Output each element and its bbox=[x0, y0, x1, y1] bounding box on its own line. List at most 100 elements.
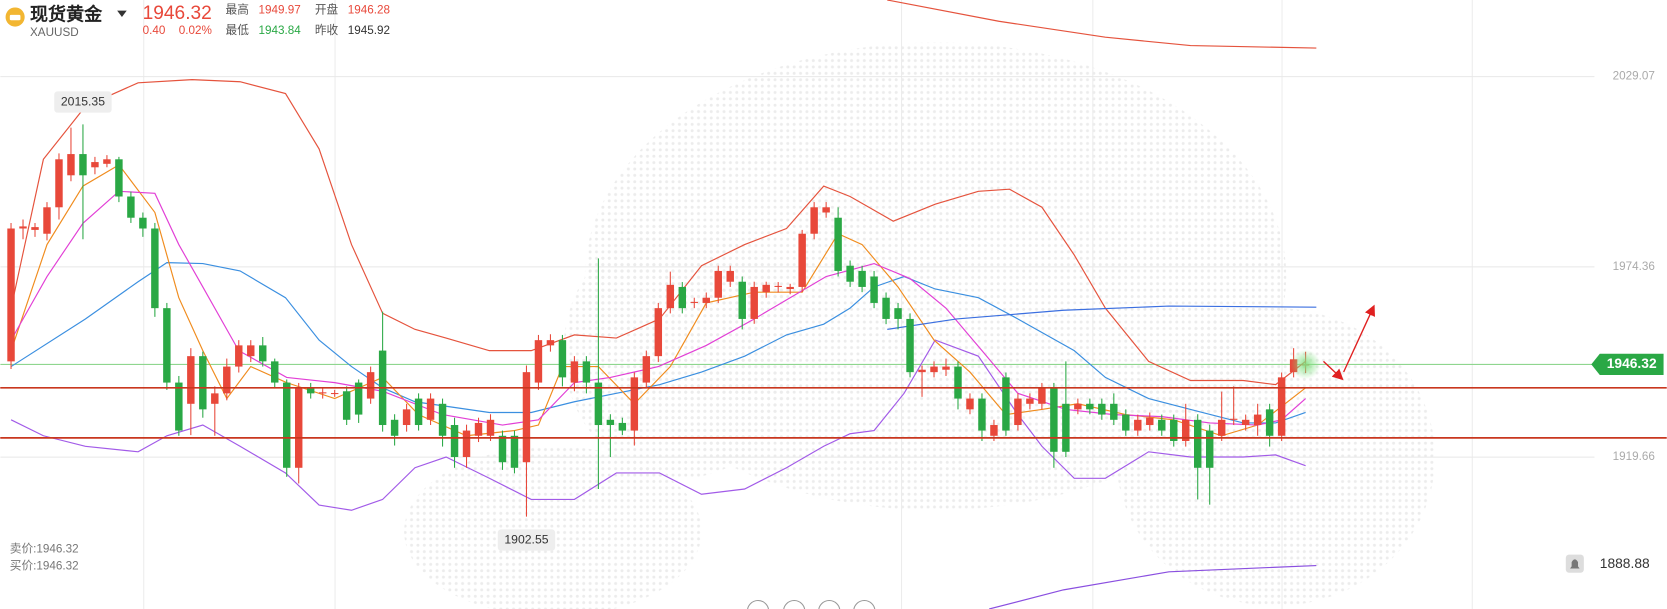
callout-label: 1902.55 bbox=[504, 532, 548, 546]
stat-value: 1945.92 bbox=[348, 24, 390, 37]
candle-body bbox=[846, 265, 854, 282]
candle-body bbox=[235, 345, 243, 367]
candle-body bbox=[1062, 403, 1070, 452]
candle-body bbox=[630, 377, 639, 431]
candle-body bbox=[1086, 403, 1094, 410]
candle-body bbox=[762, 284, 770, 293]
candle-body bbox=[1170, 419, 1178, 442]
candle-body bbox=[139, 217, 147, 229]
candle-body bbox=[1229, 418, 1238, 420]
candle-body bbox=[906, 318, 914, 373]
candle-body bbox=[594, 382, 603, 426]
stat-label: 昨收 bbox=[315, 23, 339, 37]
alert-bell bbox=[1570, 559, 1580, 569]
candle-body bbox=[918, 369, 926, 373]
candle-body bbox=[486, 419, 495, 436]
candle-body bbox=[366, 372, 375, 399]
candle-body bbox=[558, 340, 567, 378]
candle-body bbox=[7, 228, 15, 362]
candle-body bbox=[1217, 419, 1226, 436]
stat-value: 1946.28 bbox=[348, 4, 390, 17]
candle-body bbox=[438, 403, 447, 436]
price-tag-label: 1946.32 bbox=[1607, 355, 1657, 371]
candle-body bbox=[55, 159, 63, 208]
candle-body bbox=[1158, 419, 1166, 431]
tool-button[interactable] bbox=[747, 599, 769, 609]
indicator-line bbox=[10, 164, 1306, 437]
header-change: 0.40 bbox=[143, 24, 166, 37]
indicator-line bbox=[887, 0, 1317, 49]
header-change-pct: 0.02% bbox=[179, 24, 212, 37]
candle-body bbox=[247, 345, 255, 357]
candle-body bbox=[882, 297, 890, 319]
candle-body bbox=[1241, 419, 1250, 426]
candle-body bbox=[606, 419, 615, 426]
quote-line: 卖价:1946.32 bbox=[10, 543, 79, 556]
candle-body bbox=[642, 356, 651, 383]
candle-body bbox=[67, 154, 75, 176]
quote-value: 1946.32 bbox=[36, 560, 78, 573]
candle-body bbox=[930, 366, 938, 373]
candle-body bbox=[1098, 403, 1106, 415]
indicator-line bbox=[10, 190, 1306, 426]
candle-body bbox=[1134, 419, 1142, 431]
candle-body bbox=[354, 382, 363, 415]
tool-button[interactable] bbox=[783, 599, 806, 609]
candle-body bbox=[462, 430, 471, 458]
candle-body bbox=[223, 366, 231, 394]
candle-body bbox=[858, 270, 866, 287]
candle-body bbox=[91, 162, 99, 168]
candle-body bbox=[1110, 403, 1118, 420]
candle-body bbox=[283, 382, 291, 468]
candle-body bbox=[474, 422, 483, 436]
plot bbox=[0, 0, 1595, 609]
candle-body bbox=[1253, 414, 1262, 426]
dropdown-arrow[interactable] bbox=[117, 10, 127, 18]
stat-value: 1943.84 bbox=[259, 24, 302, 37]
ui: 2029.07 1974.36 1919.66 2015.35 1902.55 1946.… bbox=[54, 70, 1664, 575]
candle-body bbox=[426, 398, 435, 420]
candle-body bbox=[1182, 419, 1190, 442]
candle-body bbox=[127, 196, 135, 218]
candle-body bbox=[1038, 387, 1046, 404]
candle-body bbox=[1122, 414, 1130, 431]
candle-body bbox=[966, 398, 974, 410]
candle-body bbox=[1277, 377, 1286, 436]
indicator-line bbox=[989, 564, 1317, 609]
stat-label: 最低 bbox=[226, 24, 250, 37]
quote-value: 1946.32 bbox=[36, 543, 78, 556]
indicator-line bbox=[887, 305, 1317, 330]
candle-body bbox=[678, 286, 687, 309]
candle-body bbox=[402, 409, 411, 426]
candle-body bbox=[390, 419, 399, 436]
candle-body bbox=[1050, 387, 1058, 452]
toolbar bbox=[747, 599, 876, 609]
tool-button[interactable] bbox=[818, 599, 841, 609]
y-tick-label: 1974.36 bbox=[1613, 260, 1655, 273]
candle-body bbox=[1014, 398, 1022, 426]
candle-body bbox=[187, 356, 195, 404]
candle-body bbox=[1146, 417, 1154, 426]
candle-body bbox=[894, 308, 902, 319]
candle-body bbox=[618, 422, 627, 431]
candle-body bbox=[31, 227, 39, 230]
y-tick-label: 1919.66 bbox=[1613, 450, 1655, 463]
candle-body bbox=[163, 308, 171, 383]
gold-icon bbox=[5, 7, 25, 27]
instrument-name: 现货黄金 bbox=[30, 4, 103, 25]
quote-label: 买价: bbox=[10, 560, 37, 573]
indicator-line bbox=[10, 339, 1306, 511]
alert-box bbox=[1591, 553, 1662, 575]
candle-body bbox=[810, 207, 818, 234]
candle-body bbox=[151, 228, 159, 309]
candle-body bbox=[1205, 430, 1214, 468]
stat-label: 开盘 bbox=[315, 3, 339, 17]
tool-button[interactable] bbox=[853, 599, 876, 609]
stat-value: 1949.97 bbox=[259, 4, 301, 17]
y-tick-label: 2029.07 bbox=[1613, 70, 1655, 83]
candle-body bbox=[714, 270, 722, 298]
quote-line: 买价:1946.32 bbox=[10, 560, 79, 573]
candle-body bbox=[834, 217, 842, 271]
